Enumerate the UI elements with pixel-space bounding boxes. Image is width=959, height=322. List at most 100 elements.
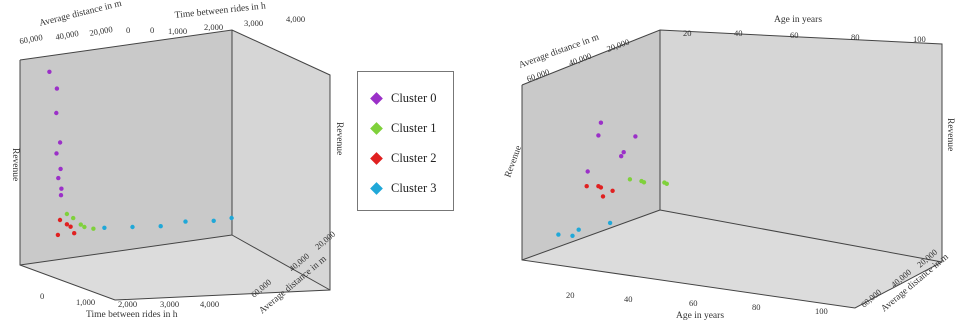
scatter-point-cluster-3 [556, 232, 561, 237]
right-back-wall [522, 30, 660, 260]
right-top-x-title: Age in years [774, 15, 822, 25]
left-floor [20, 235, 330, 300]
left-bottom-x-title: Time between rides in h [86, 310, 178, 320]
right-bottom-x-tick: 100 [815, 306, 828, 316]
legend-item-cluster-0: Cluster 0 [370, 90, 437, 106]
legend-label-cluster-2: Cluster 2 [391, 150, 437, 165]
legend-marker-cluster-3 [370, 181, 383, 195]
right-bottom-x-tick: 80 [752, 302, 761, 312]
left-bottom-x-tick: 4,000 [200, 299, 219, 309]
right-bottom-x-tick: 40 [624, 294, 633, 304]
scatter-point-cluster-0 [47, 69, 52, 75]
left-top-x-tick: 1,000 [168, 26, 187, 36]
scatter-point-cluster-3 [570, 233, 575, 238]
scatter-point-cluster-2 [64, 222, 70, 227]
scatter-point-cluster-1 [91, 226, 96, 231]
left-3d-scatter: 0 1,000 2,000 3,000 4,000 Time between r… [10, 0, 344, 320]
scatter-point-cluster-3 [607, 220, 613, 226]
scatter-point-cluster-1 [64, 211, 70, 217]
scatter-point-cluster-0 [585, 169, 590, 174]
scatter-point-cluster-0 [633, 134, 638, 139]
scatter-point-cluster-1 [82, 224, 87, 230]
scatter-point-cluster-0 [59, 186, 64, 191]
scatter-point-cluster-0 [621, 150, 626, 155]
left-top-y-tick: 20,000 [89, 24, 114, 38]
scatter-point-cluster-3 [576, 227, 581, 232]
left-bottom-x-tick: 3,000 [160, 299, 179, 309]
scatter-point-cluster-0 [58, 193, 64, 198]
right-top-x-tick: 20 [683, 28, 692, 38]
right-box-edge [659, 209, 943, 263]
left-bottom-x-tick: 0 [40, 291, 44, 301]
right-side-wall [660, 30, 942, 262]
scatter-point-cluster-1 [627, 177, 633, 182]
scatter-point-cluster-0 [57, 140, 63, 145]
scatter-point-cluster-0 [54, 86, 60, 91]
left-top-y-tick: 0 [126, 25, 130, 35]
right-top-x-tick: 40 [734, 28, 743, 38]
right-box-edge [521, 209, 661, 261]
legend-item-cluster-3: Cluster 3 [370, 180, 437, 196]
right-top-x-tick: 60 [790, 30, 799, 40]
scatter-point-cluster-0 [54, 151, 59, 156]
left-box-edge [231, 234, 331, 291]
left-z-title-left: Revenue [10, 148, 20, 181]
scatter-point-cluster-3 [211, 218, 216, 223]
left-z-title-right: Revenue [334, 122, 344, 155]
left-bottom-x-tick: 1,000 [76, 297, 95, 307]
left-top-y-tick: 40,000 [55, 28, 80, 42]
scatter-point-cluster-0 [619, 154, 624, 159]
scatter-point-cluster-2 [57, 217, 63, 223]
scatter-point-cluster-2 [68, 224, 73, 229]
scatter-point-cluster-3 [130, 224, 135, 230]
left-back-wall [20, 30, 232, 265]
scatter-point-cluster-3 [158, 224, 163, 229]
right-floor [522, 210, 942, 308]
left-side-wall [232, 30, 330, 290]
legend-label-cluster-1: Cluster 1 [391, 120, 437, 135]
scatter-point-cluster-3 [183, 219, 188, 224]
left-top-x-tick: 3,000 [244, 18, 263, 28]
legend-label-cluster-3: Cluster 3 [391, 180, 437, 195]
left-top-x-tick: 4,000 [286, 14, 305, 24]
right-z-title-left: Revenue [503, 144, 524, 179]
scatter-point-cluster-2 [584, 184, 589, 189]
scatter-point-cluster-0 [54, 110, 59, 116]
left-top-y-tick: 60,000 [19, 32, 44, 46]
scatter-point-cluster-2 [600, 194, 606, 199]
scatter-point-cluster-3 [229, 215, 234, 221]
scatter-point-cluster-3 [102, 225, 107, 230]
legend: Cluster 0 Cluster 1 Cluster 2 Cluster 3 [357, 71, 454, 211]
scatter-point-cluster-1 [662, 180, 667, 185]
left-box-edge [19, 234, 233, 266]
scatter-point-cluster-1 [639, 178, 644, 184]
scatter-point-cluster-0 [598, 120, 604, 125]
right-bottom-x-tick: 60 [689, 298, 698, 308]
legend-marker-cluster-0 [370, 91, 383, 105]
left-top-x-tick: 0 [150, 25, 154, 35]
scatter-point-cluster-2 [55, 232, 61, 238]
right-top-x-tick: 100 [913, 34, 926, 44]
legend-item-cluster-1: Cluster 1 [370, 120, 437, 136]
scatter-point-cluster-0 [56, 175, 61, 181]
left-points [47, 69, 234, 238]
scatter-point-cluster-2 [596, 184, 601, 189]
legend-item-cluster-2: Cluster 2 [370, 150, 437, 166]
right-top-x-tick: 80 [851, 32, 860, 42]
scatter-point-cluster-2 [72, 231, 77, 236]
right-bottom-x-title: Age in years [676, 311, 724, 321]
left-top-x-tick: 2,000 [204, 22, 223, 32]
legend-label-cluster-0: Cluster 0 [391, 90, 437, 105]
right-bottom-x-tick: 20 [566, 290, 575, 300]
legend-marker-cluster-2 [370, 151, 383, 165]
right-points [556, 120, 669, 238]
scatter-point-cluster-1 [78, 222, 84, 227]
right-z-title-right: Revenue [945, 118, 955, 151]
legend-marker-cluster-1 [370, 121, 383, 135]
scatter-point-cluster-0 [58, 166, 63, 172]
scatter-point-cluster-1 [71, 215, 76, 221]
scatter-point-cluster-2 [610, 188, 615, 193]
right-3d-scatter: Age in years 20 40 60 80 100 Average dis… [503, 15, 955, 321]
scatter-point-cluster-0 [596, 133, 601, 138]
